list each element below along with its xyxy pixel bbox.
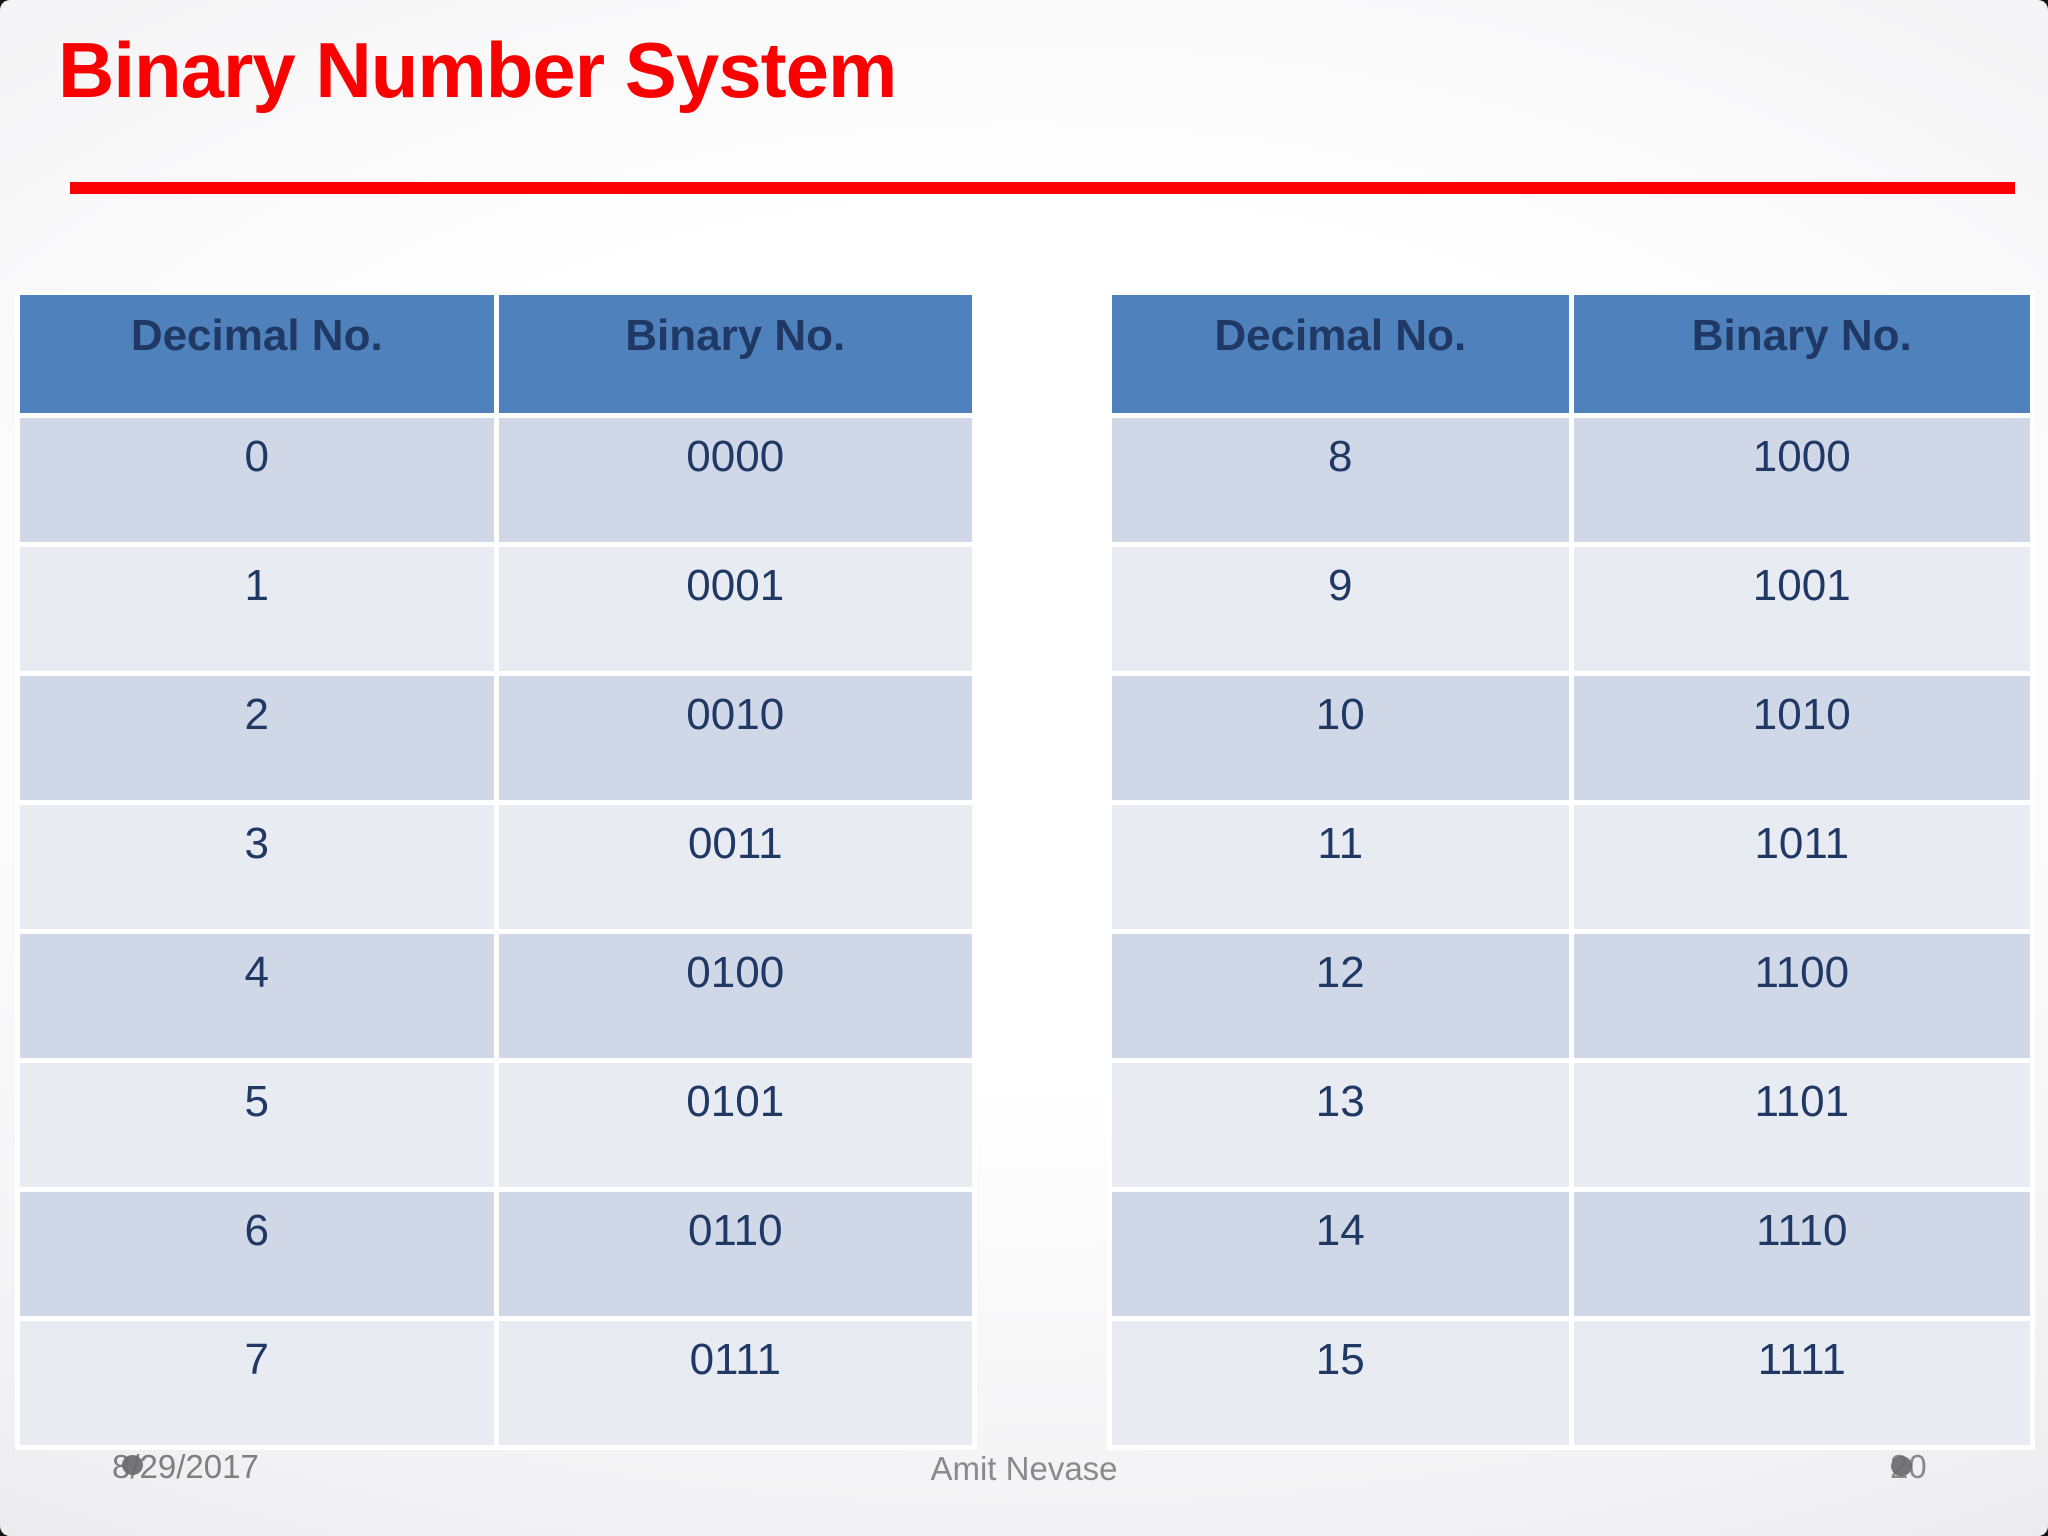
binary-cell: 0110 [498, 1192, 972, 1316]
decimal-cell: 4 [20, 934, 494, 1058]
conversion-table-left: Decimal No. Binary No. 0 0000 1 0001 2 0… [15, 290, 977, 1450]
binary-cell: 1011 [1573, 805, 2030, 929]
decimal-cell: 13 [1112, 1063, 1569, 1187]
decimal-cell: 5 [20, 1063, 494, 1187]
table-row: 15 1111 [1112, 1321, 2030, 1445]
binary-cell: 0100 [498, 934, 972, 1058]
table-row: 12 1100 [1112, 934, 2030, 1058]
decimal-cell: 1 [20, 547, 494, 671]
binary-header: Binary No. [1573, 295, 2030, 413]
binary-cell: 1001 [1573, 547, 2030, 671]
decimal-cell: 6 [20, 1192, 494, 1316]
decimal-cell: 11 [1112, 805, 1569, 929]
decimal-cell: 2 [20, 676, 494, 800]
decimal-cell: 15 [1112, 1321, 1569, 1445]
table-row: 4 0100 [20, 934, 972, 1058]
table-row: 7 0111 [20, 1321, 972, 1445]
table-header-row: Decimal No. Binary No. [20, 295, 972, 413]
binary-cell: 1110 [1573, 1192, 2030, 1316]
decimal-cell: 12 [1112, 934, 1569, 1058]
table-header-row: Decimal No. Binary No. [1112, 295, 2030, 413]
decimal-cell: 9 [1112, 547, 1569, 671]
table-row: 5 0101 [20, 1063, 972, 1187]
binary-cell: 0111 [498, 1321, 972, 1445]
table-row: 14 1110 [1112, 1192, 2030, 1316]
decimal-cell: 7 [20, 1321, 494, 1445]
date-overlap-artifact [122, 1455, 143, 1475]
decimal-cell: 8 [1112, 418, 1569, 542]
table-row: 10 1010 [1112, 676, 2030, 800]
binary-cell: 1010 [1573, 676, 2030, 800]
table-row: 9 1001 [1112, 547, 2030, 671]
table-row: 1 0001 [20, 547, 972, 671]
binary-cell: 1111 [1573, 1321, 2030, 1445]
table-row: 8 1000 [1112, 418, 2030, 542]
binary-cell: 0010 [498, 676, 972, 800]
decimal-cell: 0 [20, 418, 494, 542]
decimal-header: Decimal No. [1112, 295, 1569, 413]
binary-cell: 0011 [498, 805, 972, 929]
binary-cell: 0101 [498, 1063, 972, 1187]
table-row: 6 0110 [20, 1192, 972, 1316]
title-underline [70, 182, 2015, 194]
table-row: 13 1101 [1112, 1063, 2030, 1187]
binary-cell: 1101 [1573, 1063, 2030, 1187]
binary-header: Binary No. [498, 295, 972, 413]
decimal-cell: 3 [20, 805, 494, 929]
table-row: 11 1011 [1112, 805, 2030, 929]
binary-cell: 1000 [1573, 418, 2030, 542]
page-number-overlap-artifact [1891, 1456, 1912, 1476]
conversion-table-right: Decimal No. Binary No. 8 1000 9 1001 10 … [1107, 290, 2035, 1450]
binary-cell: 0001 [498, 547, 972, 671]
slide-title: Binary Number System [58, 26, 897, 114]
decimal-cell: 14 [1112, 1192, 1569, 1316]
table-row: 3 0011 [20, 805, 972, 929]
table-row: 2 0010 [20, 676, 972, 800]
footer-author: Amit Nevase [930, 1450, 1118, 1487]
binary-cell: 1100 [1573, 934, 2030, 1058]
table-row: 0 0000 [20, 418, 972, 542]
decimal-header: Decimal No. [20, 295, 494, 413]
binary-cell: 0000 [498, 418, 972, 542]
decimal-cell: 10 [1112, 676, 1569, 800]
